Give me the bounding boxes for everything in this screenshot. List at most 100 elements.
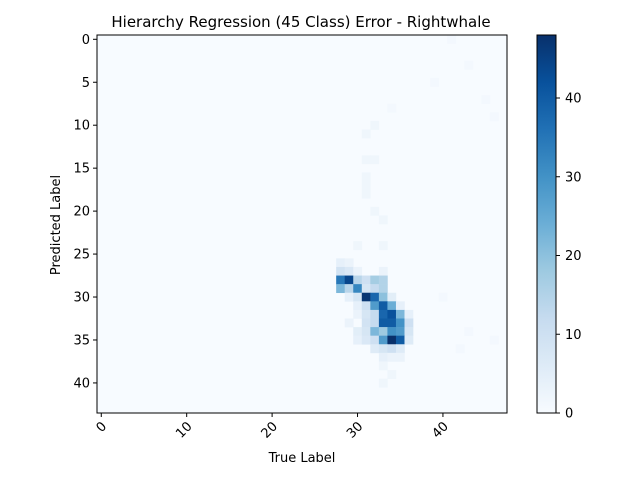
heatmap-cell [387, 370, 397, 379]
heatmap-cell [438, 292, 448, 302]
colorbar-tick-label: 10 [565, 328, 582, 343]
heatmap-cell [378, 292, 388, 302]
heatmap-cell [370, 120, 380, 130]
colorbar-ticks: 0 10 20 30 40 [556, 92, 582, 422]
heatmap-cell [370, 206, 380, 216]
heatmap-cell [361, 284, 371, 294]
heatmap-cell [361, 309, 371, 319]
heatmap-cell [489, 335, 499, 345]
heatmap-cell [370, 335, 380, 345]
heatmap-cell [455, 344, 465, 354]
heatmap-cell [353, 275, 363, 285]
heatmap-cell [387, 352, 397, 362]
heatmap-cell [395, 309, 405, 319]
heatmap-cell [361, 275, 371, 285]
heatmap-cell [404, 318, 414, 328]
heatmap-cell [378, 335, 388, 345]
y-tick-label: 35 [73, 333, 90, 348]
heatmap-cell [361, 301, 371, 311]
heatmap-cell [430, 77, 439, 87]
heatmap-cell [387, 301, 397, 311]
heatmap-cells [336, 35, 499, 388]
heatmap-cell [336, 284, 346, 294]
heatmap-cell [378, 318, 388, 328]
heatmap-cell [361, 327, 371, 336]
heatmap-cell [336, 258, 346, 268]
heatmap-cell [489, 112, 499, 122]
heatmap-cell [370, 301, 380, 311]
heatmap-cell [387, 103, 397, 113]
heatmap-cell [370, 275, 380, 285]
heatmap-cell [336, 266, 346, 276]
plot-area: 0 10 20 30 40 0 5 10 15 20 25 30 35 40 [73, 33, 508, 442]
heatmap-cell [370, 292, 380, 302]
heatmap-cell [387, 344, 397, 354]
heatmap-cell [361, 172, 371, 182]
heatmap-cell [378, 344, 388, 354]
heatmap-cell [395, 318, 405, 328]
heatmap-cell [395, 352, 405, 362]
colorbar: 0 10 20 30 40 [536, 34, 582, 422]
heatmap-cell [387, 318, 397, 328]
x-axis-ticks: 0 10 20 30 40 [94, 413, 452, 442]
y-tick-label: 30 [73, 291, 90, 306]
heatmap-cell [361, 155, 371, 165]
heatmap-cell [336, 275, 346, 285]
heatmap-cell [353, 241, 363, 251]
heatmap-cell [344, 266, 354, 276]
heatmap-cell [361, 318, 371, 328]
heatmap-cell [361, 335, 371, 345]
x-tick-label: 40 [429, 419, 451, 441]
heatmap-cell [378, 284, 388, 294]
heatmap-cell [395, 335, 405, 345]
x-tick-label: 30 [344, 419, 366, 441]
heatmap-cell [370, 318, 380, 328]
heatmap-cell [395, 301, 405, 311]
heatmap-cell [344, 258, 354, 268]
heatmap-cell [404, 327, 414, 336]
heatmap-cell [361, 189, 371, 199]
heatmap-cell [344, 275, 354, 285]
heatmap-cell [378, 309, 388, 319]
heatmap-cell [370, 344, 380, 354]
heatmap-cell [361, 292, 371, 302]
y-axis-label: Predicted Label [49, 175, 64, 275]
heatmap-cell [395, 327, 405, 336]
heatmap-cell [378, 352, 388, 362]
heatmap-cell [344, 292, 354, 302]
heatmap-cell [353, 266, 363, 276]
plot-frame [96, 34, 508, 414]
heatmap-cell [378, 275, 388, 285]
heatmap-cell [404, 335, 414, 345]
heatmap-cell [370, 309, 380, 319]
heatmap-cell [447, 35, 457, 44]
heatmap-cell [378, 215, 388, 225]
heatmap-cell [353, 301, 363, 311]
colorbar-tick-label: 20 [565, 249, 582, 264]
heatmap-cell [404, 309, 414, 319]
x-tick-label: 20 [259, 419, 281, 441]
y-tick-label: 10 [73, 119, 90, 134]
chart-title: Hierarchy Regression (45 Class) Error - … [111, 13, 490, 31]
heatmap-cell [353, 327, 363, 336]
heatmap-cell [378, 361, 388, 371]
heatmap-cell [344, 284, 354, 294]
heatmap-cell [464, 60, 474, 70]
heatmap-cell [387, 309, 397, 319]
heatmap-cell [353, 335, 363, 345]
x-tick-label: 10 [173, 419, 195, 441]
heatmap-cell [353, 309, 363, 319]
heatmap-cell [353, 292, 363, 302]
heatmap-cell [387, 292, 397, 302]
heatmap-cell [378, 327, 388, 336]
y-tick-label: 20 [73, 205, 90, 220]
y-axis-ticks: 0 5 10 15 20 25 30 35 40 [73, 33, 97, 391]
heatmap-cell [378, 241, 388, 251]
heatmap-cell [370, 155, 380, 165]
y-tick-label: 25 [73, 248, 90, 263]
heatmap-cell [361, 181, 371, 190]
colorbar-tick-label: 0 [565, 407, 573, 422]
heatmap-cell [361, 129, 371, 139]
heatmap-cell [370, 284, 380, 294]
heatmap-cell [464, 327, 474, 336]
